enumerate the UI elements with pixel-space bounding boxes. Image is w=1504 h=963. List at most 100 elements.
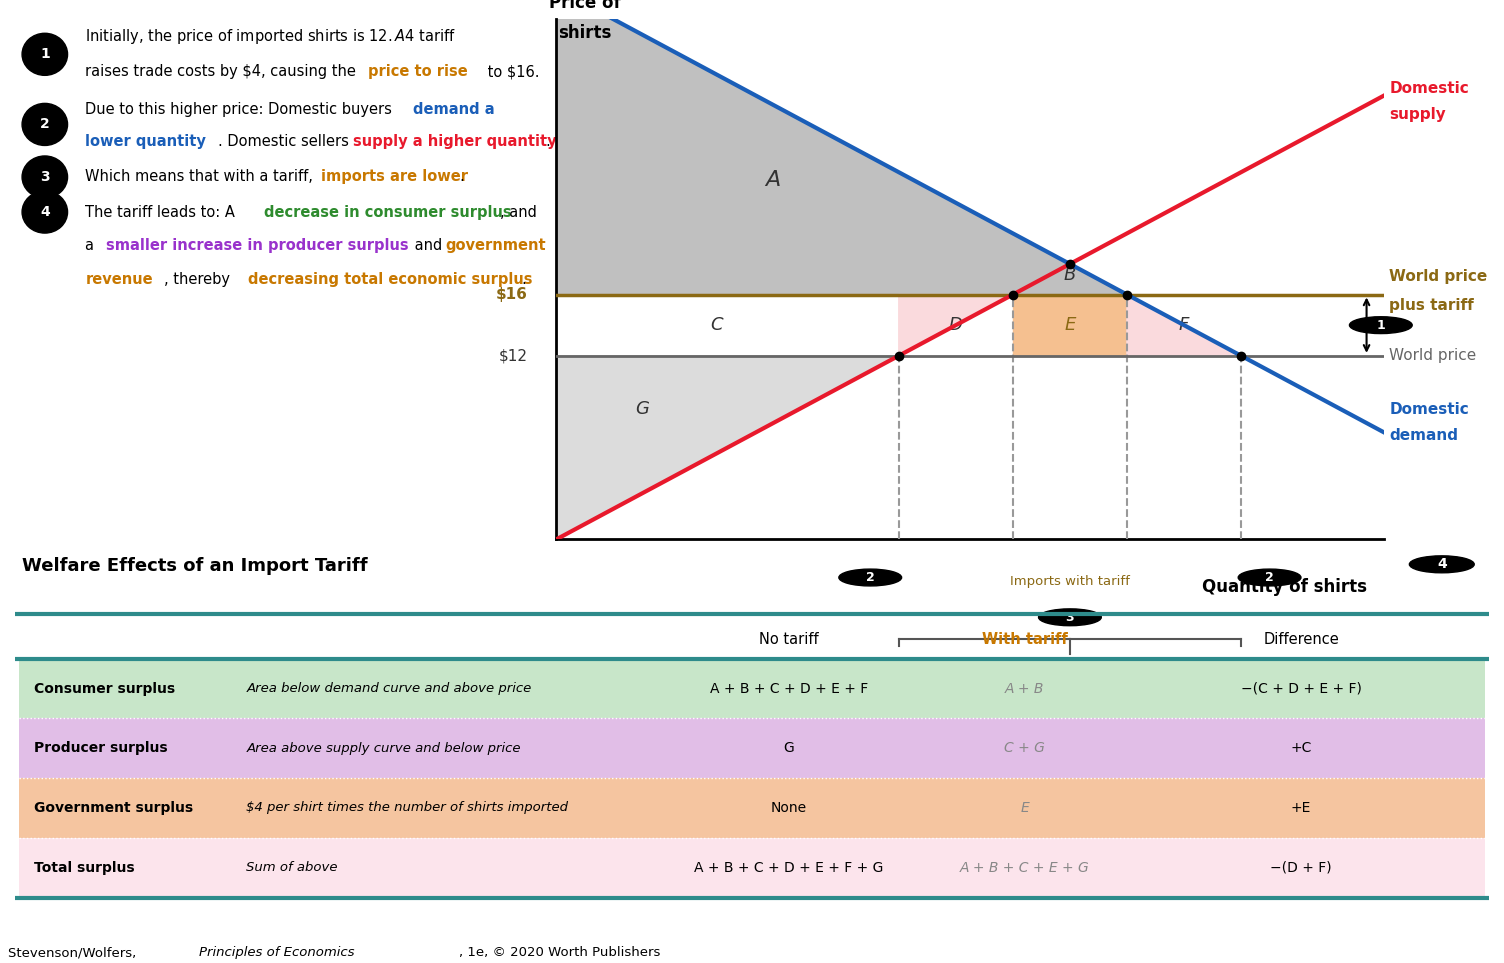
Text: Initially, the price of imported shirts is $12. A $4 tariff: Initially, the price of imported shirts …	[86, 27, 456, 46]
Text: F: F	[1179, 316, 1190, 334]
Circle shape	[23, 103, 68, 145]
Polygon shape	[1012, 264, 1126, 295]
Text: A + B: A + B	[1005, 682, 1044, 695]
Text: With tariff: With tariff	[982, 632, 1068, 647]
Text: A + B + C + E + G: A + B + C + E + G	[960, 861, 1089, 874]
Text: Area below demand curve and above price: Area below demand curve and above price	[247, 682, 532, 695]
Text: Total surplus: Total surplus	[35, 861, 135, 874]
Text: , 1e, © 2020 Worth Publishers: , 1e, © 2020 Worth Publishers	[459, 947, 660, 959]
Text: Which means that with a tariff,: Which means that with a tariff,	[86, 169, 317, 185]
Text: Area above supply curve and below price: Area above supply curve and below price	[247, 742, 520, 755]
Text: E: E	[1065, 316, 1075, 334]
Text: 3: 3	[1066, 611, 1074, 624]
Text: Stevenson/Wolfers,: Stevenson/Wolfers,	[8, 947, 140, 959]
Text: 4: 4	[1436, 558, 1447, 571]
Text: Domestic: Domestic	[1390, 402, 1469, 417]
Text: −(D + F): −(D + F)	[1271, 861, 1333, 874]
Bar	[20, 659, 1484, 718]
Text: 2: 2	[1265, 571, 1274, 584]
Polygon shape	[1126, 295, 1241, 355]
Text: Imports without tariff: Imports without tariff	[999, 662, 1142, 675]
Circle shape	[1349, 317, 1412, 333]
Text: +E: +E	[1290, 801, 1311, 815]
Text: 1: 1	[41, 47, 50, 62]
Text: A + B + C + D + E + F: A + B + C + D + E + F	[710, 682, 868, 695]
Text: .: .	[522, 273, 526, 287]
Text: Difference: Difference	[1263, 632, 1339, 647]
Circle shape	[1039, 609, 1101, 626]
Text: G: G	[784, 742, 794, 755]
Circle shape	[839, 569, 901, 586]
Text: imports are lower: imports are lower	[320, 169, 468, 185]
Text: revenue: revenue	[86, 273, 153, 287]
Text: C + G: C + G	[1005, 742, 1045, 755]
Text: Domestic: Domestic	[1390, 81, 1469, 95]
Text: .: .	[546, 135, 550, 149]
Text: Principles of Economics: Principles of Economics	[199, 947, 353, 959]
Text: government: government	[445, 238, 546, 253]
Text: C: C	[710, 316, 722, 334]
Text: −(C + D + E + F): −(C + D + E + F)	[1241, 682, 1361, 695]
Text: decrease in consumer surplus: decrease in consumer surplus	[265, 204, 511, 220]
Text: raises trade costs by $4, causing the: raises trade costs by $4, causing the	[86, 65, 361, 79]
Text: demand a: demand a	[414, 102, 495, 117]
Bar	[20, 838, 1484, 898]
Text: Due to this higher price: Domestic buyers: Due to this higher price: Domestic buyer…	[86, 102, 397, 117]
Text: +C: +C	[1290, 742, 1311, 755]
Polygon shape	[556, 355, 899, 539]
Text: to $16.: to $16.	[483, 65, 540, 79]
Bar	[20, 718, 1484, 778]
Text: Producer surplus: Producer surplus	[35, 742, 168, 755]
Text: price to rise: price to rise	[368, 65, 468, 79]
Text: demand: demand	[1390, 428, 1459, 443]
Text: G: G	[635, 401, 650, 418]
Text: decreasing total economic surplus: decreasing total economic surplus	[248, 273, 532, 287]
Text: 2: 2	[866, 571, 875, 584]
Text: 3: 3	[41, 170, 50, 184]
Text: A + B + C + D + E + F + G: A + B + C + D + E + F + G	[695, 861, 883, 874]
Text: The tariff leads to: A: The tariff leads to: A	[86, 204, 241, 220]
Text: None: None	[770, 801, 808, 815]
Text: $12: $12	[499, 349, 528, 363]
Text: Sum of above: Sum of above	[247, 861, 338, 874]
Text: 1: 1	[1376, 319, 1385, 331]
Text: Imports with tariff: Imports with tariff	[1011, 575, 1130, 588]
Polygon shape	[899, 295, 1012, 355]
Text: 4: 4	[41, 205, 50, 219]
Text: E: E	[1020, 801, 1029, 815]
Text: Price of: Price of	[549, 0, 621, 12]
Text: . Domestic sellers: . Domestic sellers	[218, 135, 353, 149]
Text: D: D	[949, 316, 963, 334]
Text: lower quantity: lower quantity	[86, 135, 206, 149]
Text: a: a	[86, 238, 99, 253]
Text: 2: 2	[41, 117, 50, 131]
Circle shape	[23, 191, 68, 233]
Text: $16: $16	[496, 287, 528, 302]
Text: Consumer surplus: Consumer surplus	[35, 682, 176, 695]
Polygon shape	[1012, 295, 1126, 355]
Text: B: B	[1063, 266, 1075, 284]
Text: A: A	[766, 169, 781, 190]
Text: World price: World price	[1390, 269, 1487, 284]
Text: smaller increase in producer surplus: smaller increase in producer surplus	[105, 238, 409, 253]
Text: Quantity of shirts: Quantity of shirts	[1202, 578, 1367, 595]
Circle shape	[1238, 569, 1301, 586]
Text: supply a higher quantity: supply a higher quantity	[353, 135, 556, 149]
Text: .: .	[459, 169, 463, 185]
Text: No tariff: No tariff	[760, 632, 818, 647]
Polygon shape	[556, 0, 1126, 295]
Text: shirts: shirts	[558, 24, 612, 42]
Text: Welfare Effects of an Import Tariff: Welfare Effects of an Import Tariff	[23, 557, 368, 575]
Circle shape	[23, 156, 68, 198]
Bar	[20, 778, 1484, 838]
Circle shape	[1409, 556, 1474, 573]
Text: supply: supply	[1390, 107, 1447, 121]
Text: and: and	[411, 238, 447, 253]
Text: , thereby: , thereby	[164, 273, 235, 287]
Text: Government surplus: Government surplus	[35, 801, 194, 815]
Text: $4 per shirt times the number of shirts imported: $4 per shirt times the number of shirts …	[247, 801, 569, 815]
Text: , and: , and	[499, 204, 537, 220]
Text: plus tariff: plus tariff	[1390, 298, 1474, 313]
Text: World price: World price	[1390, 349, 1477, 363]
Circle shape	[23, 34, 68, 75]
